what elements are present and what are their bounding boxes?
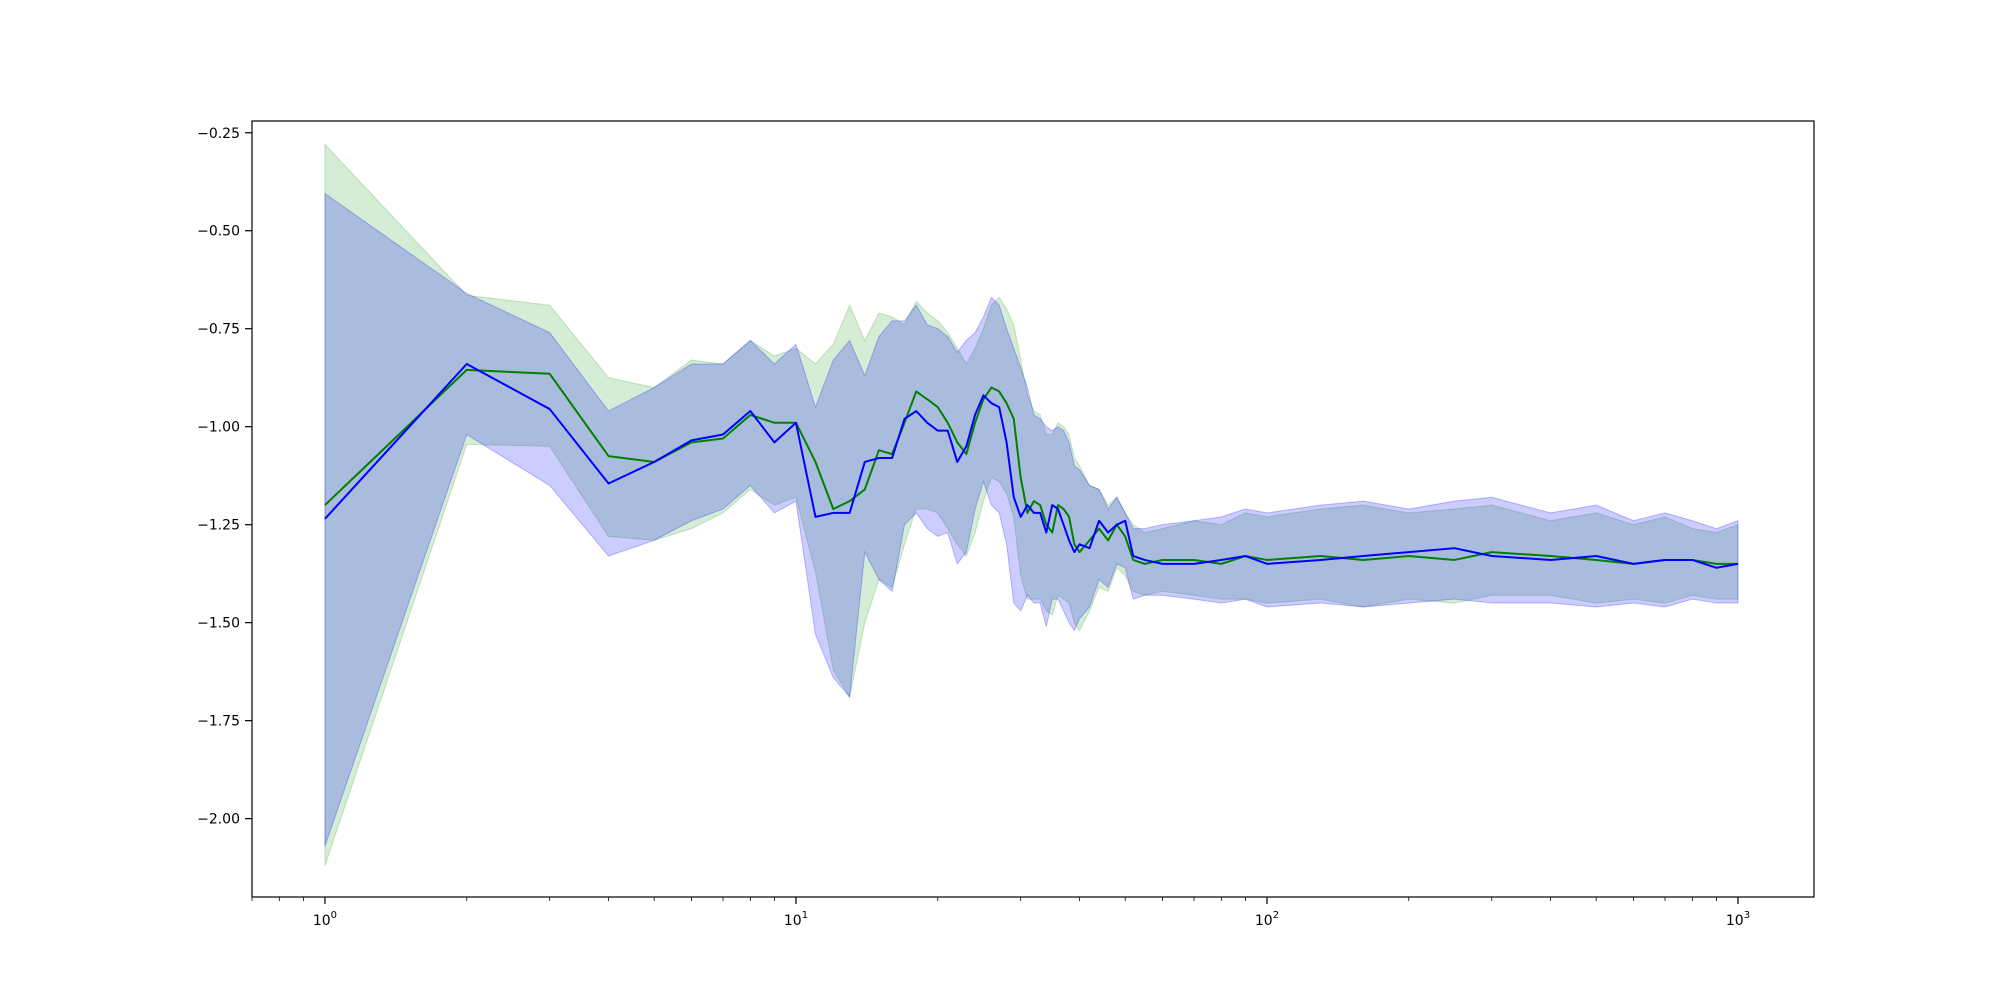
y-tick-label: −1.75: [197, 714, 240, 730]
x-tick-label: 100: [313, 910, 337, 929]
plot-area: [324, 143, 1739, 866]
x-tick-label: 103: [1726, 910, 1750, 929]
y-tick-label: −1.50: [197, 616, 240, 632]
series-2-band: [324, 192, 1739, 847]
y-tick-label: −0.75: [197, 322, 240, 338]
y-tick-label: −2.00: [197, 812, 240, 828]
x-tick-label: 102: [1255, 910, 1279, 929]
series-2-line: [324, 362, 1739, 569]
y-tick-label: −1.25: [197, 518, 240, 534]
y-tick-label: −0.50: [197, 224, 240, 240]
x-tick-label: 101: [784, 910, 808, 929]
y-tick-label: −1.00: [197, 420, 240, 436]
series-lines: [324, 362, 1739, 569]
y-tick-label: −0.25: [197, 126, 240, 142]
y-axis: −0.25 −0.50 −0.75 −1.00 −1.25 −1.50 −1.75 −2.00: [197, 126, 252, 828]
x-axis: 100 101 102 103: [251, 897, 1750, 929]
plot-frame: [251, 120, 1815, 898]
